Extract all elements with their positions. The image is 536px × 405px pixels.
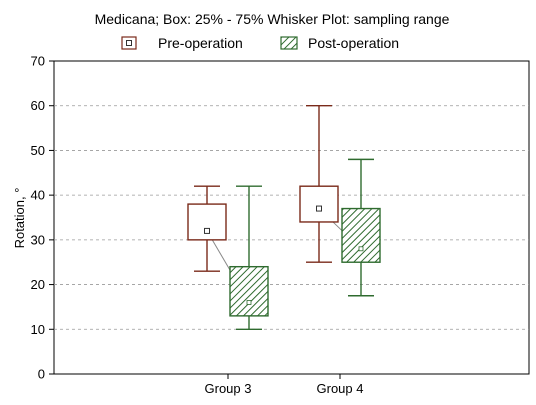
y-tick-label-60: 60 (31, 98, 45, 113)
median-marker (204, 227, 210, 234)
box-pre-1 (299, 105, 339, 263)
legend-label-pre-operation: Pre-operation (158, 35, 243, 51)
y-axis-label: Rotation, ° (12, 188, 27, 249)
y-tick-label-30: 30 (31, 232, 45, 247)
box-post-1 (341, 158, 381, 297)
y-tick-label-50: 50 (31, 143, 45, 158)
legend-swatch-marker-pre-operation (126, 40, 132, 46)
gridlines (54, 105, 529, 330)
legend-swatch-post-operation (280, 36, 298, 50)
x-axis-ticks: Group 3 Group 4 (205, 374, 364, 396)
median-marker (246, 300, 252, 305)
chart-title: Medicana; Box: 25% - 75% Whisker Plot: s… (95, 11, 450, 27)
box-iqr (299, 185, 339, 223)
box-iqr (229, 265, 269, 317)
box-iqr (341, 207, 381, 263)
box-pre-0 (187, 185, 227, 272)
median-marker (358, 246, 364, 252)
x-tick-label-1: Group 4 (317, 381, 364, 396)
legend-item-post-operation: Post-operation (280, 35, 399, 51)
legend: Pre-operation Post-operation (121, 35, 399, 51)
legend-label-post-operation: Post-operation (308, 35, 399, 51)
y-tick-label-20: 20 (31, 277, 45, 292)
x-tick-label-0: Group 3 (205, 381, 252, 396)
y-tick-label-40: 40 (31, 188, 45, 203)
box-post-0 (229, 185, 269, 330)
y-tick-label-10: 10 (31, 322, 45, 337)
box-iqr (187, 203, 227, 241)
y-tick-label-0: 0 (38, 367, 45, 382)
median-marker (316, 205, 322, 212)
y-axis-ticks: 0 10 20 30 40 50 60 70 (31, 54, 54, 382)
plot-frame (53, 60, 530, 375)
y-tick-label-70: 70 (31, 54, 45, 69)
legend-item-pre-operation: Pre-operation (121, 35, 243, 51)
box-marks (187, 105, 381, 330)
